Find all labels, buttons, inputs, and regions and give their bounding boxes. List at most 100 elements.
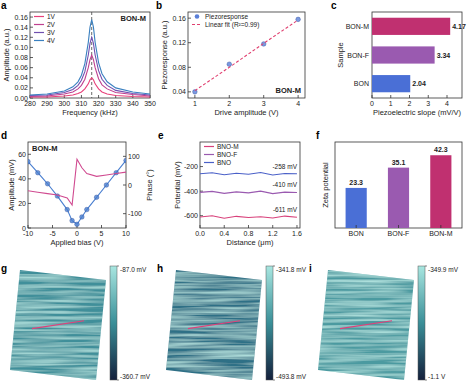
x-tick	[356, 225, 357, 228]
data-point	[296, 17, 301, 22]
x-tick	[409, 95, 410, 98]
x-tick-label: 2	[227, 100, 231, 107]
y-tick	[28, 228, 31, 229]
y-axis-label: Sample	[336, 42, 345, 67]
panel-letter: i	[309, 263, 312, 274]
kpfm-image	[166, 270, 262, 380]
panel-h: -341.8 mV-493.8 mVh	[157, 263, 307, 380]
bar	[372, 18, 450, 35]
panel-letter: d	[1, 130, 7, 141]
data-label: 35.1	[392, 159, 406, 166]
y2-tick-label: 100	[128, 153, 140, 160]
y-axis-label: Amplitude (a.u.)	[2, 28, 11, 81]
colorbar	[418, 266, 425, 380]
legend-swatch	[204, 146, 214, 147]
y-tick-label: 60	[18, 151, 26, 158]
data-point	[124, 158, 126, 163]
figure: 2802903003103203303403500.000.020.040.06…	[0, 0, 474, 389]
legend-label: BNO	[217, 159, 231, 166]
panel-letter: h	[157, 263, 163, 274]
colorbar-label: -1.1 V	[428, 373, 446, 380]
y2-tick-label: -100	[128, 210, 142, 217]
colorbar	[110, 266, 117, 380]
y-axis-label: Zeta potential	[321, 162, 330, 208]
y-tick	[30, 77, 33, 78]
x-tick	[28, 225, 29, 228]
y-tick-label: 0	[22, 225, 26, 232]
x-tick-label: 290	[41, 100, 53, 107]
x-tick-label: 310	[76, 100, 88, 107]
colorbar-label: -87.0 mV	[120, 266, 147, 273]
y-tick	[30, 17, 33, 18]
plot-frame	[188, 12, 305, 98]
data-point	[65, 207, 70, 212]
legend-label: 4V	[47, 37, 56, 44]
y-tick	[30, 98, 33, 99]
scan-line	[340, 321, 392, 329]
data-area	[193, 17, 301, 94]
x-tick	[194, 95, 195, 98]
x-tick	[428, 95, 429, 98]
y-tick-label: 0.00	[14, 95, 28, 102]
x-tick	[372, 95, 373, 98]
kpfm-image	[10, 270, 106, 380]
y-tick-label: 0.04	[172, 88, 186, 95]
y-tick-label: 0.10	[14, 44, 28, 51]
bar	[372, 75, 410, 92]
y-tick	[200, 215, 203, 216]
annotation: -410 mV	[272, 181, 297, 188]
legend-swatch	[192, 24, 202, 25]
y-tick	[188, 67, 191, 68]
data-label: 4.17	[452, 23, 466, 30]
category-label: BON-M	[346, 23, 370, 30]
y-tick	[188, 18, 191, 19]
y-tick	[200, 166, 203, 167]
data-point	[94, 195, 99, 200]
y-tick-label: -600	[184, 212, 198, 219]
panel-letter: c	[331, 0, 337, 11]
data-label: 2.04	[412, 80, 426, 87]
y-tick	[30, 67, 33, 68]
annotation: -611 mV	[273, 206, 298, 213]
plot-frame	[200, 142, 300, 228]
panel-a: 2802903003103203303403500.000.020.040.06…	[1, 0, 156, 117]
x-tick	[248, 225, 249, 228]
x-tick	[101, 225, 102, 228]
x-tick	[81, 95, 82, 98]
data-point	[45, 181, 50, 186]
x-tick	[298, 95, 299, 98]
x-tick-label: 1	[193, 100, 197, 107]
category-label: BON	[354, 80, 369, 87]
kpfm-image	[318, 270, 414, 380]
series-line	[200, 172, 297, 174]
y-tick	[188, 91, 191, 92]
colorbar-tick	[273, 380, 275, 381]
plot-frame	[335, 142, 462, 228]
x-tick	[98, 95, 99, 98]
y-tick	[200, 191, 203, 192]
y2-tick	[123, 156, 126, 157]
panel-e: 0.00.40.81.21.6-600-400-200BNO-MBNO-FBNO…	[158, 130, 302, 247]
legend-label: Piezoresponse	[205, 13, 248, 21]
y-tick	[30, 57, 33, 58]
panel-letter: g	[1, 263, 7, 274]
data-point	[70, 218, 75, 223]
data-area	[28, 158, 126, 226]
legend-label: Linear fit (R²=0.99)	[205, 21, 259, 29]
x-tick	[447, 95, 448, 98]
colorbar-label: -360.7 mV	[120, 373, 151, 380]
y2-tick	[123, 213, 126, 214]
legend-swatch	[34, 32, 44, 33]
bar	[430, 155, 451, 228]
panel-b: 12340.040.080.120.16PiezoresponseLinear …	[156, 0, 305, 117]
x-tick-label: 3	[426, 100, 430, 107]
y-tick-label: 0.08	[172, 64, 186, 71]
legend-label: BNO-F	[217, 151, 237, 158]
series-line	[28, 159, 126, 205]
data-area	[346, 155, 452, 228]
y-tick-label: 0.14	[14, 24, 28, 31]
data-area	[372, 18, 450, 93]
y-tick-label: 0.16	[14, 14, 28, 21]
data-point	[80, 215, 85, 220]
x-tick-label: 300	[58, 100, 70, 107]
